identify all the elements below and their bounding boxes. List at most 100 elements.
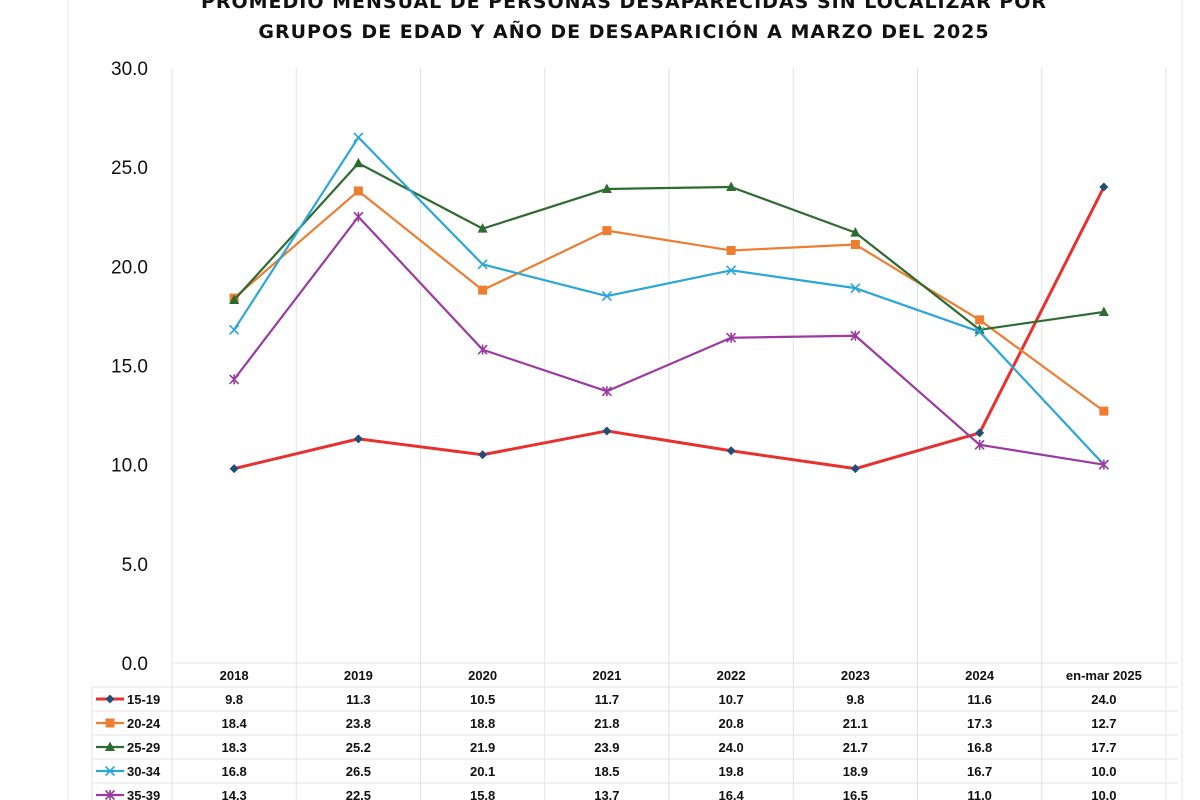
data-point bbox=[601, 386, 612, 397]
table-cell: 10.7 bbox=[718, 692, 743, 707]
table-cell: 21.7 bbox=[843, 740, 868, 755]
x-tick-label: 2018 bbox=[220, 668, 249, 683]
data-point bbox=[601, 291, 612, 302]
table-cell: 9.8 bbox=[846, 692, 864, 707]
chart-title-line-1: PROMEDIO MENSUAL DE PERSONAS DESAPARECID… bbox=[201, 0, 1047, 13]
data-point bbox=[975, 428, 985, 438]
data-point bbox=[353, 434, 363, 444]
data-point bbox=[1099, 406, 1109, 416]
table-cell: 25.2 bbox=[346, 740, 371, 755]
table-cell: 17.7 bbox=[1091, 740, 1116, 755]
table-cell: 24.0 bbox=[1091, 692, 1116, 707]
data-point bbox=[602, 426, 612, 436]
series-15-19 bbox=[229, 182, 1109, 474]
data-point bbox=[726, 181, 737, 191]
legend-label: 20-24 bbox=[127, 716, 161, 731]
table-cell: 18.5 bbox=[594, 764, 619, 779]
data-point bbox=[1099, 182, 1109, 192]
table-cell: 10.0 bbox=[1091, 764, 1116, 779]
data-point bbox=[353, 157, 364, 168]
legend-entry: 15-19 bbox=[96, 692, 160, 707]
table-cell: 21.9 bbox=[470, 740, 495, 755]
legend-marker bbox=[105, 694, 115, 704]
data-point bbox=[974, 326, 985, 337]
data-point bbox=[726, 245, 736, 255]
series-30-34 bbox=[229, 132, 1109, 470]
data-point bbox=[477, 259, 488, 270]
series-line bbox=[233, 162, 1105, 331]
table-cell: 11.3 bbox=[346, 692, 371, 707]
table-cell: 23.9 bbox=[594, 740, 619, 755]
data-point bbox=[726, 265, 737, 276]
table-cell: 11.6 bbox=[967, 692, 992, 707]
data-point bbox=[229, 374, 240, 385]
data-point bbox=[974, 439, 985, 450]
legend-entry: 20-24 bbox=[96, 716, 161, 731]
table-cell: 23.8 bbox=[346, 716, 371, 731]
legend-label: 15-19 bbox=[127, 692, 160, 707]
data-point bbox=[478, 285, 488, 295]
legend-marker bbox=[104, 765, 116, 777]
y-tick-label: 25.0 bbox=[111, 158, 148, 179]
legend-marker bbox=[105, 718, 115, 728]
table-cell: 18.3 bbox=[221, 740, 246, 755]
table-cell: 13.7 bbox=[594, 788, 619, 800]
data-point bbox=[477, 223, 488, 233]
data-point bbox=[1098, 306, 1109, 316]
y-tick-label: 10.0 bbox=[111, 456, 148, 477]
x-tick-label: 2021 bbox=[592, 668, 621, 683]
x-tick-label: 2019 bbox=[344, 668, 373, 683]
data-point bbox=[229, 464, 239, 474]
table-cell: 15.8 bbox=[470, 788, 495, 800]
chart-title-line-2: GRUPOS DE EDAD Y AÑO DE DESAPARICIÓN A M… bbox=[258, 19, 989, 43]
x-tick-label: 2024 bbox=[965, 668, 995, 683]
table-cell: 9.8 bbox=[225, 692, 243, 707]
legend-entry: 35-39 bbox=[96, 788, 160, 800]
table-cell: 10.0 bbox=[1091, 788, 1116, 800]
table-cell: 18.4 bbox=[221, 716, 247, 731]
data-point bbox=[850, 283, 861, 294]
data-point bbox=[1098, 459, 1109, 470]
series-line bbox=[233, 215, 1105, 466]
y-tick-label: 0.0 bbox=[122, 654, 148, 675]
legend-label: 35-39 bbox=[127, 788, 160, 800]
table-cell: 19.8 bbox=[718, 764, 743, 779]
y-tick-label: 15.0 bbox=[111, 357, 148, 378]
data-point bbox=[850, 227, 861, 237]
data-point bbox=[477, 344, 488, 355]
table-cell: 24.0 bbox=[718, 740, 743, 755]
y-tick-label: 5.0 bbox=[122, 555, 148, 576]
x-tick-label: en-mar 2025 bbox=[1066, 668, 1142, 683]
table-cell: 20.8 bbox=[718, 716, 743, 731]
table-cell: 20.1 bbox=[470, 764, 495, 779]
data-point bbox=[478, 450, 488, 460]
table-cell: 21.1 bbox=[843, 716, 868, 731]
legend-label: 30-34 bbox=[127, 764, 161, 779]
data-point bbox=[726, 446, 736, 456]
table-cell: 12.7 bbox=[1091, 716, 1116, 731]
x-tick-label: 2022 bbox=[717, 668, 746, 683]
table-cell: 16.8 bbox=[967, 740, 992, 755]
table-cell: 22.5 bbox=[346, 788, 371, 800]
legend-label: 25-29 bbox=[127, 740, 160, 755]
legend-marker bbox=[105, 741, 115, 751]
table-cell: 16.4 bbox=[718, 788, 744, 800]
legend-marker bbox=[104, 789, 116, 800]
data-point bbox=[353, 132, 364, 143]
table-cell: 26.5 bbox=[346, 764, 371, 779]
legend-entry: 30-34 bbox=[96, 764, 161, 779]
table-cell: 16.5 bbox=[843, 788, 868, 800]
series-line bbox=[233, 186, 1106, 471]
data-point bbox=[229, 324, 240, 335]
table-cell: 17.3 bbox=[967, 716, 992, 731]
series-line bbox=[233, 136, 1105, 466]
y-tick-label: 20.0 bbox=[111, 257, 148, 278]
series-line bbox=[233, 189, 1105, 413]
table-cell: 11.7 bbox=[595, 692, 620, 707]
table-cell: 11.0 bbox=[967, 788, 992, 800]
data-point bbox=[353, 186, 363, 196]
table-cell: 21.8 bbox=[594, 716, 619, 731]
table-cell: 16.7 bbox=[967, 764, 992, 779]
data-point bbox=[975, 315, 985, 325]
